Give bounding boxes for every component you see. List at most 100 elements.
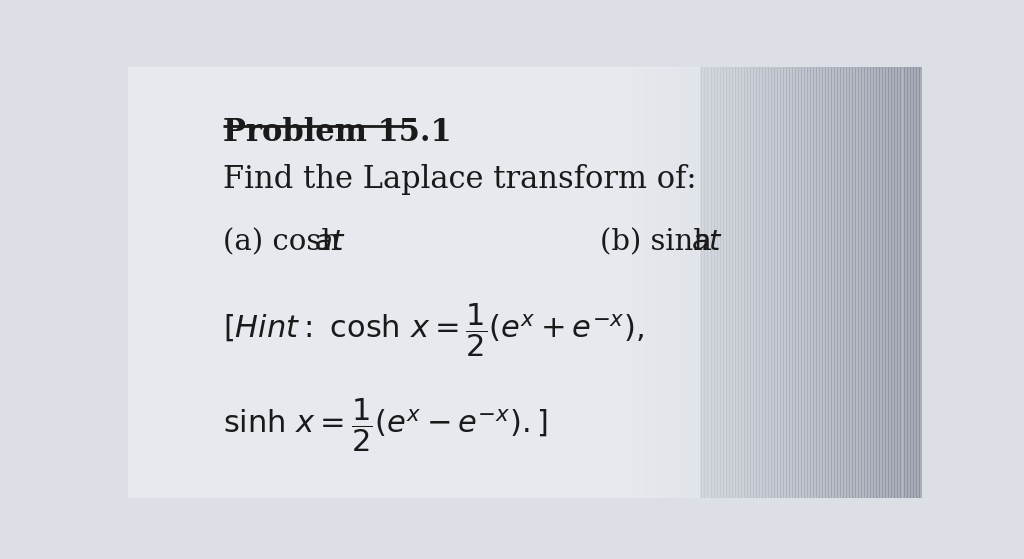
Bar bbox=[915, 67, 919, 498]
Bar bbox=[723, 67, 726, 498]
Bar bbox=[734, 67, 737, 498]
Bar bbox=[768, 67, 771, 498]
Bar bbox=[780, 67, 783, 498]
Text: Find the Laplace transform of:: Find the Laplace transform of: bbox=[223, 164, 697, 195]
Bar bbox=[653, 67, 656, 498]
Bar bbox=[877, 67, 880, 498]
Bar bbox=[677, 67, 680, 498]
Bar bbox=[714, 67, 717, 498]
Bar bbox=[906, 67, 909, 498]
Bar bbox=[632, 67, 635, 498]
Bar bbox=[788, 67, 792, 498]
Bar bbox=[771, 67, 774, 498]
Bar bbox=[792, 67, 795, 498]
Bar bbox=[762, 67, 765, 498]
Bar bbox=[807, 67, 810, 498]
Bar bbox=[663, 67, 666, 498]
Bar bbox=[701, 67, 705, 498]
Bar bbox=[886, 67, 889, 498]
Bar bbox=[686, 67, 689, 498]
Bar bbox=[852, 67, 855, 498]
Bar bbox=[729, 67, 731, 498]
Text: $\mathit{at}$: $\mathit{at}$ bbox=[691, 229, 724, 257]
Bar bbox=[810, 67, 813, 498]
Bar bbox=[692, 67, 695, 498]
Bar bbox=[804, 67, 807, 498]
Text: $\mathrm{sinh}\ x = \dfrac{1}{2}(e^{x} - e^{-x}).]$: $\mathrm{sinh}\ x = \dfrac{1}{2}(e^{x} -… bbox=[223, 396, 548, 454]
Text: $\mathit{at}$: $\mathit{at}$ bbox=[314, 229, 347, 257]
Text: (b) sinh: (b) sinh bbox=[600, 229, 721, 257]
Bar bbox=[835, 67, 838, 498]
Bar bbox=[795, 67, 798, 498]
Bar bbox=[629, 67, 632, 498]
Bar bbox=[656, 67, 659, 498]
Bar bbox=[816, 67, 819, 498]
Bar bbox=[698, 67, 701, 498]
Text: (a) cosh: (a) cosh bbox=[223, 229, 349, 257]
Bar bbox=[919, 67, 922, 498]
Text: Problem 15.1: Problem 15.1 bbox=[223, 117, 452, 148]
Bar bbox=[900, 67, 903, 498]
Bar bbox=[695, 67, 698, 498]
Bar bbox=[813, 67, 816, 498]
Bar bbox=[828, 67, 831, 498]
Bar bbox=[740, 67, 743, 498]
Bar bbox=[840, 67, 843, 498]
Bar bbox=[675, 67, 677, 498]
Bar bbox=[783, 67, 785, 498]
Bar bbox=[659, 67, 663, 498]
Bar bbox=[801, 67, 804, 498]
Bar bbox=[843, 67, 846, 498]
Bar bbox=[641, 67, 644, 498]
Bar bbox=[644, 67, 647, 498]
Bar bbox=[683, 67, 686, 498]
Bar bbox=[711, 67, 714, 498]
Text: $[\mathit{Hint}\mathrm{:}\ \mathrm{cosh}\ x = \dfrac{1}{2}(e^{x} + e^{-x}),$: $[\mathit{Hint}\mathrm{:}\ \mathrm{cosh}… bbox=[223, 302, 644, 359]
Bar bbox=[620, 67, 623, 498]
Bar bbox=[903, 67, 906, 498]
Bar bbox=[867, 67, 870, 498]
Bar bbox=[708, 67, 711, 498]
Bar bbox=[858, 67, 861, 498]
Bar bbox=[798, 67, 801, 498]
Bar bbox=[873, 67, 877, 498]
Bar bbox=[731, 67, 734, 498]
Bar bbox=[870, 67, 873, 498]
Bar bbox=[846, 67, 849, 498]
Bar bbox=[746, 67, 750, 498]
Bar bbox=[737, 67, 740, 498]
Bar bbox=[705, 67, 708, 498]
Bar bbox=[897, 67, 900, 498]
Bar bbox=[743, 67, 746, 498]
Bar bbox=[635, 67, 638, 498]
Bar bbox=[855, 67, 858, 498]
Bar bbox=[647, 67, 650, 498]
Bar bbox=[128, 67, 699, 498]
Bar bbox=[720, 67, 723, 498]
Bar bbox=[726, 67, 729, 498]
Bar bbox=[819, 67, 822, 498]
Bar bbox=[626, 67, 629, 498]
Bar bbox=[822, 67, 825, 498]
Bar bbox=[650, 67, 653, 498]
Bar bbox=[892, 67, 894, 498]
Bar bbox=[894, 67, 897, 498]
Bar bbox=[831, 67, 835, 498]
Bar bbox=[825, 67, 828, 498]
Bar bbox=[753, 67, 756, 498]
Bar bbox=[689, 67, 692, 498]
Bar bbox=[912, 67, 915, 498]
Bar bbox=[717, 67, 720, 498]
Bar bbox=[759, 67, 762, 498]
Bar bbox=[861, 67, 864, 498]
Bar bbox=[880, 67, 883, 498]
Bar bbox=[765, 67, 768, 498]
Bar bbox=[756, 67, 759, 498]
Bar bbox=[666, 67, 669, 498]
Bar bbox=[909, 67, 912, 498]
Bar bbox=[638, 67, 641, 498]
Bar bbox=[774, 67, 777, 498]
Bar bbox=[889, 67, 892, 498]
Bar bbox=[669, 67, 672, 498]
Bar bbox=[623, 67, 626, 498]
